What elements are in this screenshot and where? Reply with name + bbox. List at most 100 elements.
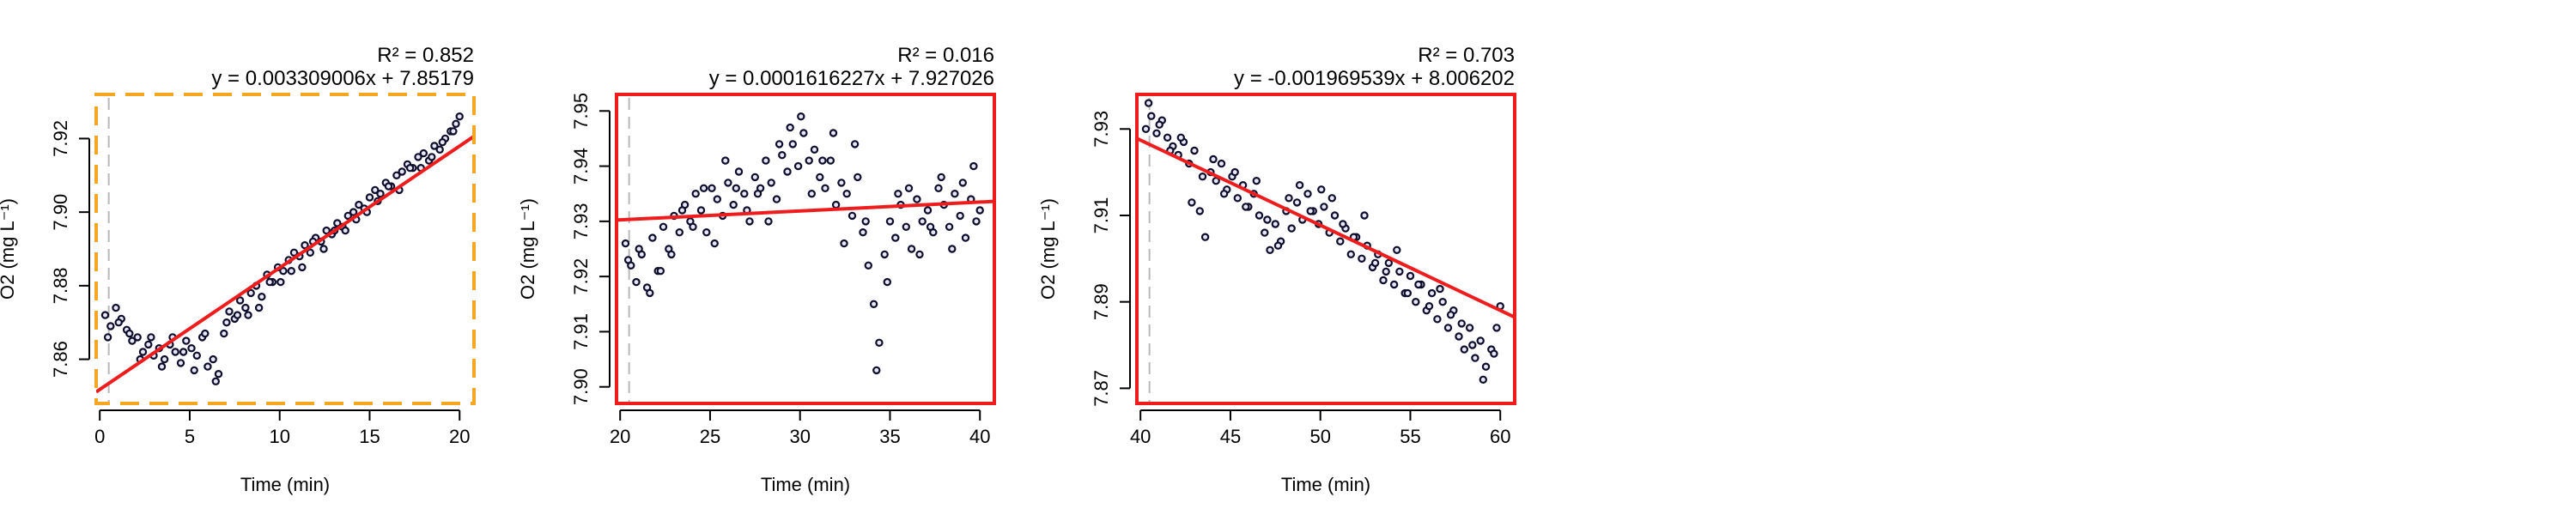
data-point [220, 329, 228, 338]
data-point [333, 219, 342, 227]
data-point [1303, 190, 1312, 198]
data-point [1261, 228, 1269, 237]
data-point [1389, 280, 1399, 289]
x-axis-title: Time (min) [761, 474, 850, 495]
data-point [880, 250, 889, 259]
y-axis-title: O2 (mg L⁻¹) [517, 198, 538, 300]
data-point [1395, 267, 1404, 276]
plot-area [617, 98, 994, 402]
data-point [455, 112, 464, 121]
data-point [764, 217, 773, 226]
data-point [729, 200, 738, 209]
data-point [875, 338, 884, 347]
data-point [209, 354, 217, 364]
data-point [1436, 284, 1444, 294]
data-point [190, 366, 198, 375]
x-tick-label: 5 [185, 426, 195, 447]
data-point [1188, 198, 1196, 207]
data-point [829, 129, 838, 137]
y-tick-label: 7.91 [1091, 197, 1112, 234]
data-point [414, 153, 422, 161]
data-point [1379, 276, 1388, 285]
data-point [926, 222, 935, 231]
data-point [1358, 254, 1366, 263]
data-point [708, 184, 716, 192]
data-point [1195, 207, 1205, 215]
data-point [1147, 112, 1156, 120]
x-tick-label: 40 [1130, 426, 1151, 447]
data-point [201, 329, 210, 338]
data-point [1219, 190, 1229, 198]
data-point [762, 156, 770, 165]
y-tick-label: 7.93 [1091, 111, 1112, 148]
x-axis-title: Time (min) [1281, 474, 1370, 495]
data-point [306, 248, 314, 257]
data-point [1200, 233, 1210, 241]
data-point [864, 261, 873, 270]
data-point [1163, 133, 1172, 142]
regression-equation: y = -0.001969539x + 8.006202 [1234, 67, 1515, 90]
data-point [750, 173, 760, 182]
data-point [778, 150, 787, 160]
data-point [675, 228, 684, 237]
regression-equation: y = 0.0001616227x + 7.927026 [709, 67, 994, 90]
r-squared-label: R² = 0.016 [897, 44, 994, 67]
data-point [902, 222, 911, 231]
data-point [452, 119, 460, 128]
data-point [319, 245, 328, 253]
data-point [1490, 349, 1498, 358]
data-point [449, 127, 458, 136]
data-point [923, 206, 933, 215]
data-point [106, 322, 115, 330]
data-point [1339, 220, 1347, 228]
data-point [1370, 258, 1380, 268]
data-point [235, 296, 245, 305]
data-point [713, 195, 722, 203]
data-point [279, 267, 288, 276]
data-point [635, 245, 643, 253]
data-point [254, 303, 264, 312]
data-point [222, 318, 231, 327]
regression-line [617, 199, 994, 222]
data-point [171, 348, 179, 356]
data-point [1476, 336, 1485, 345]
data-point [646, 288, 654, 298]
data-point [850, 140, 860, 148]
data-point [799, 129, 808, 137]
data-point [147, 333, 155, 342]
data-point [969, 161, 978, 171]
data-point [246, 288, 255, 298]
plot-area [1137, 98, 1515, 402]
data-point [144, 340, 153, 349]
data-point [691, 189, 700, 198]
data-point [918, 217, 927, 226]
data-point [1412, 298, 1420, 306]
data-point [349, 208, 358, 216]
data-point [157, 362, 167, 371]
data-point [732, 184, 741, 192]
data-point [1384, 258, 1394, 268]
y-tick-label: 7.95 [570, 93, 592, 130]
data-point [1425, 302, 1434, 311]
data-point [125, 329, 134, 338]
data-point [419, 148, 428, 158]
y-tick-label: 7.89 [1091, 283, 1112, 320]
x-tick-label: 0 [94, 426, 105, 447]
data-point [702, 228, 711, 237]
data-point [837, 179, 846, 187]
data-point [861, 217, 870, 226]
x-tick-label: 25 [700, 426, 720, 447]
data-point [1446, 311, 1455, 319]
data-point [1438, 298, 1447, 306]
data-point [915, 250, 924, 259]
data-point [405, 163, 415, 173]
data-point [1152, 129, 1161, 137]
data-point [724, 179, 732, 187]
data-point [934, 184, 943, 192]
data-point [710, 239, 719, 248]
data-point [621, 239, 630, 248]
data-point [1266, 245, 1274, 254]
r-squared-label: R² = 0.852 [377, 44, 474, 67]
data-point [1317, 185, 1326, 194]
data-point [1455, 332, 1463, 341]
